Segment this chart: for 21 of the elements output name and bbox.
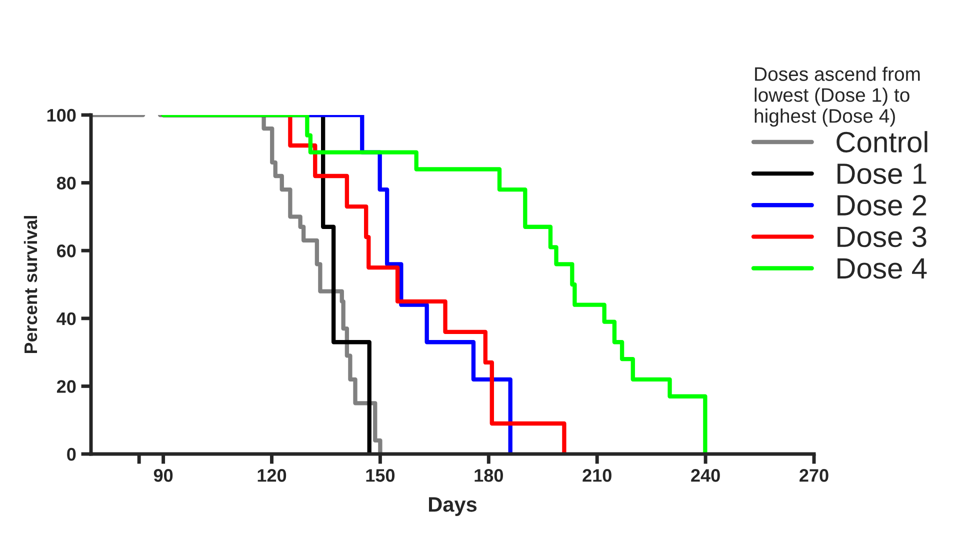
legend-label: Dose 2 [838, 194, 926, 216]
x-axis-title: Days [428, 497, 477, 516]
y-tick-label: 60 [56, 244, 76, 258]
x-tick-label: 90 [154, 469, 173, 482]
y-tick-label: 80 [56, 176, 76, 190]
legend-label: Dose 3 [838, 226, 926, 248]
x-tick-label: 180 [474, 469, 503, 482]
y-tick-label: 0 [67, 448, 76, 461]
legend-title: Doses ascend from lowest (Dose 1) to highest (Dose 4) [754, 66, 920, 127]
y-tick-label: 20 [56, 380, 76, 393]
legend-label: Dose 1 [838, 164, 926, 184]
y-tick-label: 40 [56, 312, 76, 326]
x-tick-label: 150 [366, 469, 395, 482]
y-axis-title: Percent survival [24, 216, 38, 354]
legend-label: Control [836, 131, 928, 152]
x-tick-label: 240 [691, 469, 720, 482]
legend-label: Dose 4 [838, 258, 927, 279]
x-tick-label: 270 [800, 469, 828, 482]
x-tick-label: 210 [582, 469, 612, 482]
x-tick-label: 120 [258, 469, 286, 482]
y-tick-label: 100 [47, 108, 76, 122]
